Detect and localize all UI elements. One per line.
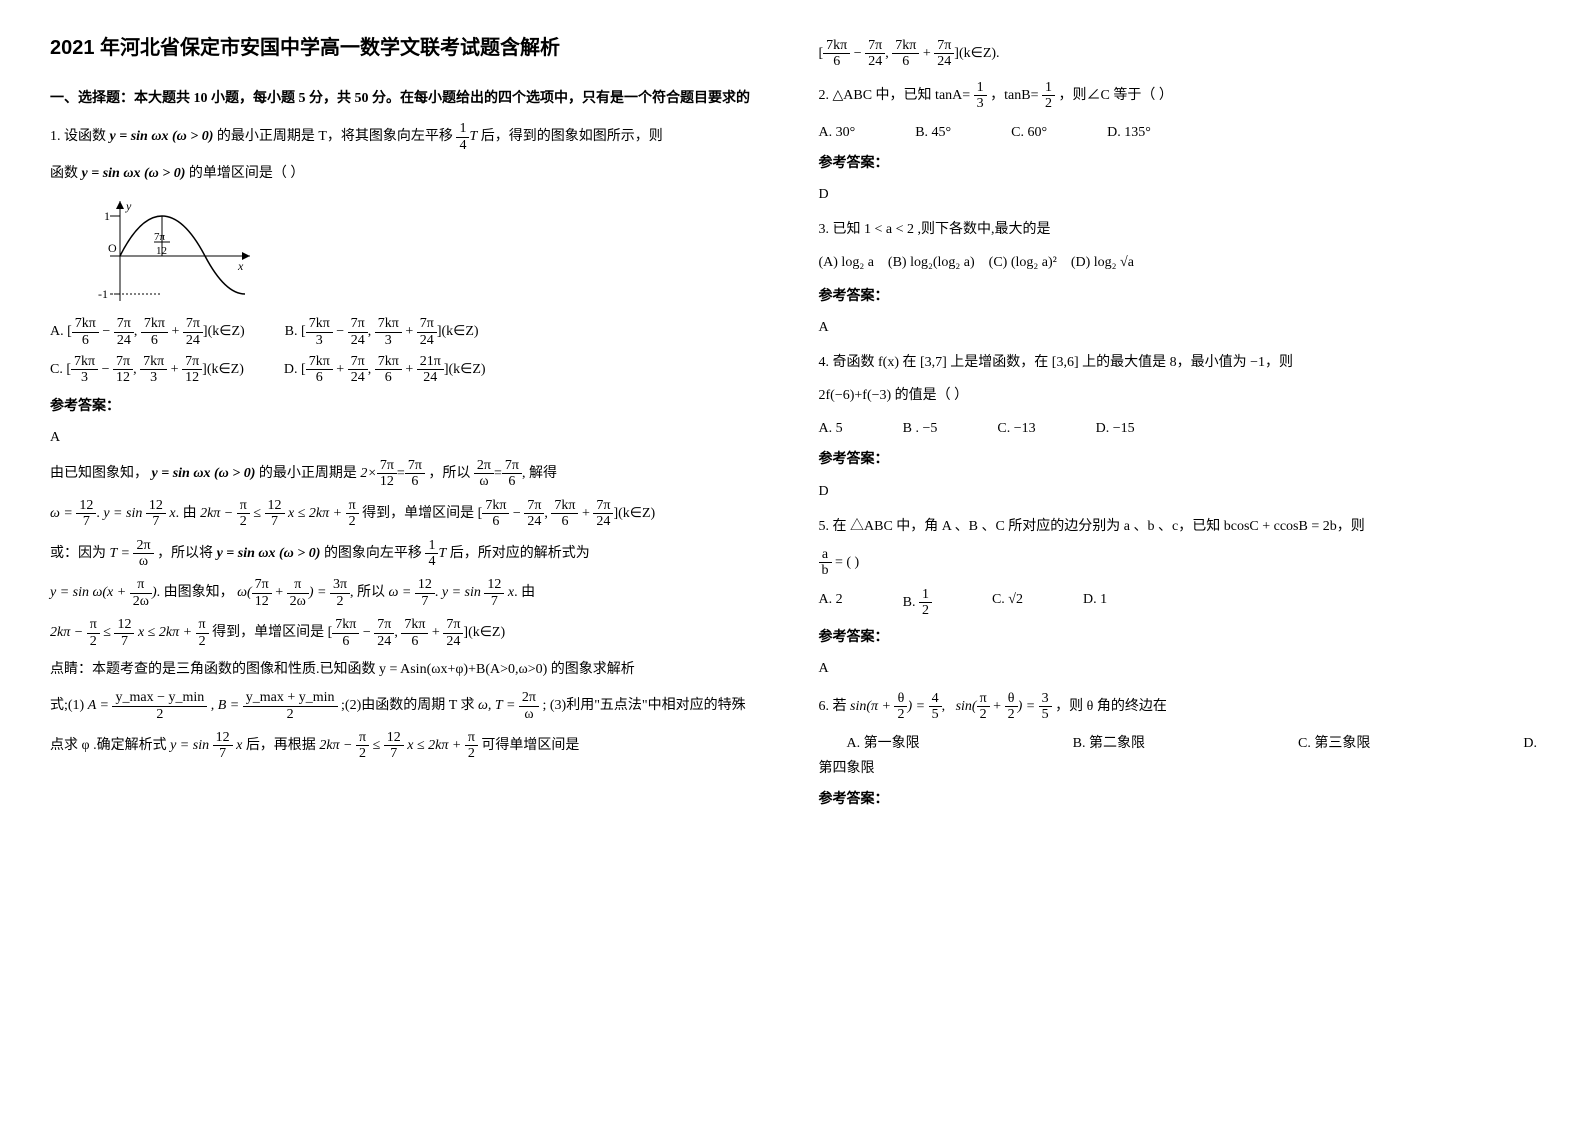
q3-opt-b: (B) log₂(log₂ a) <box>888 255 975 270</box>
q4-answer: D <box>819 479 1538 504</box>
q5-options: A. 2 B. 12 C. √2 D. 1 <box>819 587 1538 619</box>
question-2: 2. △ABC 中，已知 tanA= 13 ，tanB= 12 ，则∠C 等于（… <box>819 80 1538 207</box>
q2-opt-b: B. 45° <box>915 120 951 145</box>
q1-stem-e: 的单增区间是（ ） <box>189 166 305 181</box>
q3-opt-d: (D) log₂ √a <box>1071 255 1134 270</box>
question-4: 4. 奇函数 f(x) 在 [3,7] 上是增函数，在 [3,6] 上的最大值是… <box>819 350 1538 504</box>
q6-opt-c: C. 第三象限 <box>1298 731 1370 756</box>
q1-stem-b: 的最小正周期是 T，将其图象向左平移 <box>217 129 457 144</box>
q2-opt-a: A. 30° <box>819 120 856 145</box>
title: 2021 年河北省保定市安国中学高一数学文联考试题含解析 <box>50 30 769 66</box>
svg-text:-1: -1 <box>98 287 108 301</box>
q2-opt-c: C. 60° <box>1011 120 1047 145</box>
q4-opt-a: A. 5 <box>819 416 843 441</box>
q5-opt-d: D. 1 <box>1083 587 1107 619</box>
right-column: [7kπ6 − 7π24, 7kπ6 + 7π24](k∈Z). 2. △ABC… <box>819 30 1538 822</box>
q1-graph: y x O 1 -1 7π 12 <box>80 196 769 306</box>
q5-answer: A <box>819 656 1538 681</box>
q1-answer: A <box>50 425 769 450</box>
section-header: 一、选择题：本大题共 10 小题，每小题 5 分，共 50 分。在每小题给出的四… <box>50 86 769 111</box>
q1-options: A. [7kπ6 − 7π24, 7kπ6 + 7π24](k∈Z) B. [7… <box>50 316 769 386</box>
question-1: 1. 设函数 y = sin ωx (ω > 0) 的最小正周期是 T，将其图象… <box>50 121 769 762</box>
q1-yeq: y = sin ωx (ω > 0) <box>110 129 214 144</box>
q5-opt-c: C. √2 <box>992 587 1023 619</box>
q1-stem-a: 1. 设函数 <box>50 129 110 144</box>
q4-opt-d: D. −15 <box>1096 416 1135 441</box>
q2-options: A. 30° B. 45° C. 60° D. 135° <box>819 120 1538 145</box>
question-6: 6. 若 sin(π + θ2) = 45, sin(π2 + θ2) = 35… <box>819 691 1538 812</box>
q3-opt-a: (A) log₂ a <box>819 255 874 270</box>
q6-opt-d-pre: D. <box>1523 731 1537 756</box>
answer-label: 参考答案： <box>50 394 769 419</box>
q4-opt-b: B . −5 <box>903 416 938 441</box>
q3-opt-c: (C) (log₂ a)² <box>989 255 1057 270</box>
svg-text:7π: 7π <box>154 231 166 243</box>
q5-opt-a: A. 2 <box>819 587 843 619</box>
q5-opt-b: B. 12 <box>903 587 932 619</box>
q1-continued-interval: [7kπ6 − 7π24, 7kπ6 + 7π24](k∈Z). <box>819 38 1538 70</box>
left-column: 2021 年河北省保定市安国中学高一数学文联考试题含解析 一、选择题：本大题共 … <box>50 30 769 822</box>
question-3: 3. 已知 1 < a < 2 ,则下各数中,最大的是 (A) log₂ a (… <box>819 217 1538 340</box>
q4-options: A. 5 B . −5 C. −13 D. −15 <box>819 416 1538 441</box>
svg-text:x: x <box>237 259 244 273</box>
svg-text:1: 1 <box>104 209 110 223</box>
svg-text:12: 12 <box>156 245 167 257</box>
q1-stem-d: 函数 <box>50 166 82 181</box>
q1-stem-c: 后，得到的图象如图所示，则 <box>481 129 663 144</box>
q2-opt-d: D. 135° <box>1107 120 1151 145</box>
svg-text:O: O <box>108 241 117 255</box>
question-5: 5. 在 △ABC 中，角 A 、B 、C 所对应的边分别为 a 、b 、c，已… <box>819 514 1538 681</box>
q6-opt-b: B. 第二象限 <box>1073 731 1145 756</box>
q4-opt-c: C. −13 <box>997 416 1035 441</box>
q3-answer: A <box>819 315 1538 340</box>
q2-answer: D <box>819 182 1538 207</box>
q1-dianjing: 点睛：本题考查的是三角函数的图像和性质.已知函数 y = Asin(ωx+φ)+… <box>50 657 769 682</box>
q6-opt-a: A. 第一象限 <box>819 731 920 756</box>
svg-text:y: y <box>125 199 132 213</box>
q6-opt-d: 第四象限 <box>819 756 1538 781</box>
